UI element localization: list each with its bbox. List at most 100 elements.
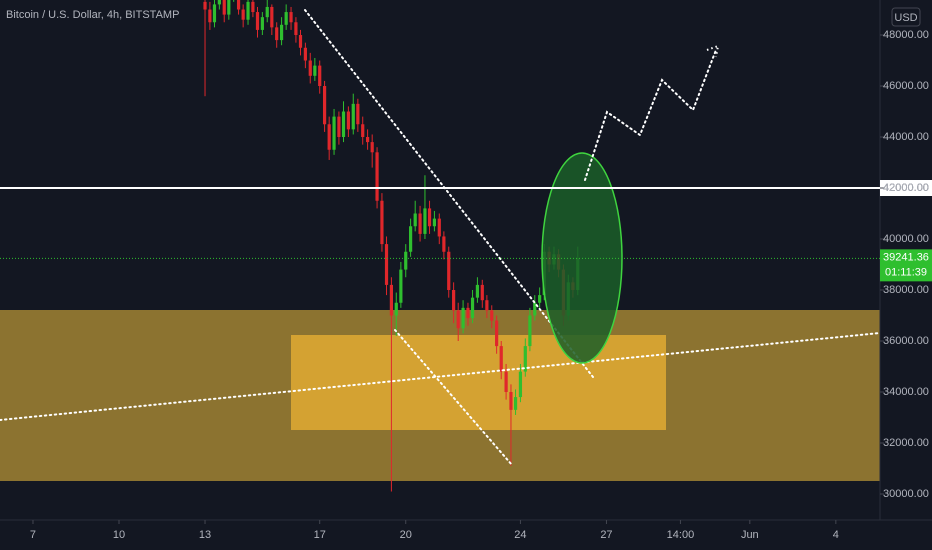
- candle-body: [513, 397, 518, 410]
- candle-body: [303, 47, 307, 61]
- candle-body: [327, 124, 331, 150]
- candle-body: [466, 307, 470, 319]
- candle-body: [485, 300, 489, 311]
- last-price-label: 39241.36: [883, 251, 929, 263]
- inner-zone: [291, 335, 666, 430]
- candle-body: [380, 200, 384, 245]
- candle-body: [518, 371, 523, 398]
- candle-body: [222, 0, 226, 15]
- x-tick-label: 7: [30, 529, 36, 541]
- candle-body: [432, 218, 437, 227]
- overlay: 42000.00 39241.36 01:11:39: [0, 180, 932, 282]
- candle-body: [203, 1, 207, 10]
- candle-body: [495, 320, 499, 347]
- candle-body: [437, 218, 441, 237]
- y-tick-label: 34000.00: [883, 386, 929, 398]
- y-tick-label: 30000.00: [883, 488, 929, 500]
- candle-body: [509, 391, 513, 410]
- currency-label: USD: [894, 12, 917, 24]
- projection-path: [584, 49, 717, 181]
- trend-line: [0, 332, 881, 421]
- candle-body: [308, 60, 312, 76]
- candle-body: [413, 213, 417, 227]
- candle-body: [375, 152, 379, 201]
- candle-body: [265, 6, 269, 18]
- candle-body: [394, 302, 398, 316]
- candle-body: [504, 371, 508, 392]
- candle-body: [356, 103, 360, 125]
- candle-body: [260, 17, 264, 30]
- candle-body: [409, 226, 413, 252]
- x-tick-label: 13: [199, 529, 211, 541]
- candle-body: [384, 244, 389, 285]
- y-tick-label: 48000.00: [883, 29, 929, 41]
- candle-body: [427, 208, 432, 227]
- candle-body: [447, 251, 451, 290]
- candle-body: [241, 9, 245, 20]
- candle-body: [246, 1, 250, 20]
- candle-body: [470, 297, 475, 319]
- candle-body: [217, 0, 221, 5]
- countdown-label: 01:11:39: [885, 266, 927, 278]
- y-tick-label: 42000.00: [883, 182, 929, 194]
- candle-body: [284, 12, 288, 25]
- level-label: 42000.00: [883, 182, 929, 194]
- candle-body: [341, 111, 346, 138]
- candle-body: [538, 295, 542, 303]
- y-tick-label: 38000.00: [883, 284, 929, 296]
- currency-box: [891, 7, 921, 27]
- candle-body: [442, 236, 446, 252]
- candle-body: [490, 310, 494, 321]
- candle-body: [298, 35, 303, 48]
- candle-body: [475, 284, 480, 298]
- candle-body: [208, 9, 212, 23]
- y-tick-label: 36000.00: [883, 335, 929, 347]
- x-tick-label: 10: [113, 529, 125, 541]
- candle-body: [418, 213, 422, 234]
- candle-body: [523, 346, 527, 372]
- candle-body: [528, 315, 532, 347]
- candle-body: [294, 22, 298, 36]
- candle-body: [346, 111, 350, 130]
- candle-body: [279, 24, 284, 41]
- candle-body: [332, 116, 336, 150]
- candle-body: [461, 307, 465, 329]
- candle-body: [227, 0, 231, 15]
- candle-body: [318, 65, 322, 87]
- candle-body: [236, 0, 241, 10]
- x-tick-label: 24: [514, 529, 526, 541]
- x-tick-label: Jun: [741, 529, 759, 541]
- candle-body: [289, 12, 293, 23]
- candle-body: [212, 4, 217, 23]
- y-tick-label: 40000.00: [883, 233, 929, 245]
- candle-body: [370, 142, 374, 153]
- candle-body: [533, 302, 537, 316]
- candle-body: [313, 65, 317, 76]
- last-price-box: [880, 249, 932, 282]
- candle-body: [456, 310, 460, 329]
- x-tick-label: 27: [600, 529, 612, 541]
- x-tick-label: 20: [400, 529, 412, 541]
- level-label-box: [880, 180, 932, 197]
- candle-body: [251, 1, 255, 13]
- candle-body: [480, 284, 484, 301]
- y-tick-label: 44000.00: [883, 131, 929, 143]
- chart-title: Bitcoin / U.S. Dollar, 4h, BITSTAMP: [6, 9, 179, 21]
- trend-line: [394, 329, 513, 466]
- candle-body: [404, 251, 408, 270]
- candle-body: [322, 86, 327, 125]
- x-tick-label: 4: [833, 529, 839, 541]
- candle-body: [452, 289, 456, 311]
- candle-body: [337, 116, 341, 138]
- candle-body: [361, 124, 365, 138]
- candle-body: [275, 27, 279, 41]
- candle-body: [399, 269, 403, 303]
- candle-body: [365, 137, 370, 143]
- candle-body: [423, 208, 427, 234]
- candle-body: [255, 12, 260, 30]
- candle-body: [351, 103, 355, 130]
- projection-arrow: [706, 44, 720, 58]
- candle-body: [270, 6, 274, 28]
